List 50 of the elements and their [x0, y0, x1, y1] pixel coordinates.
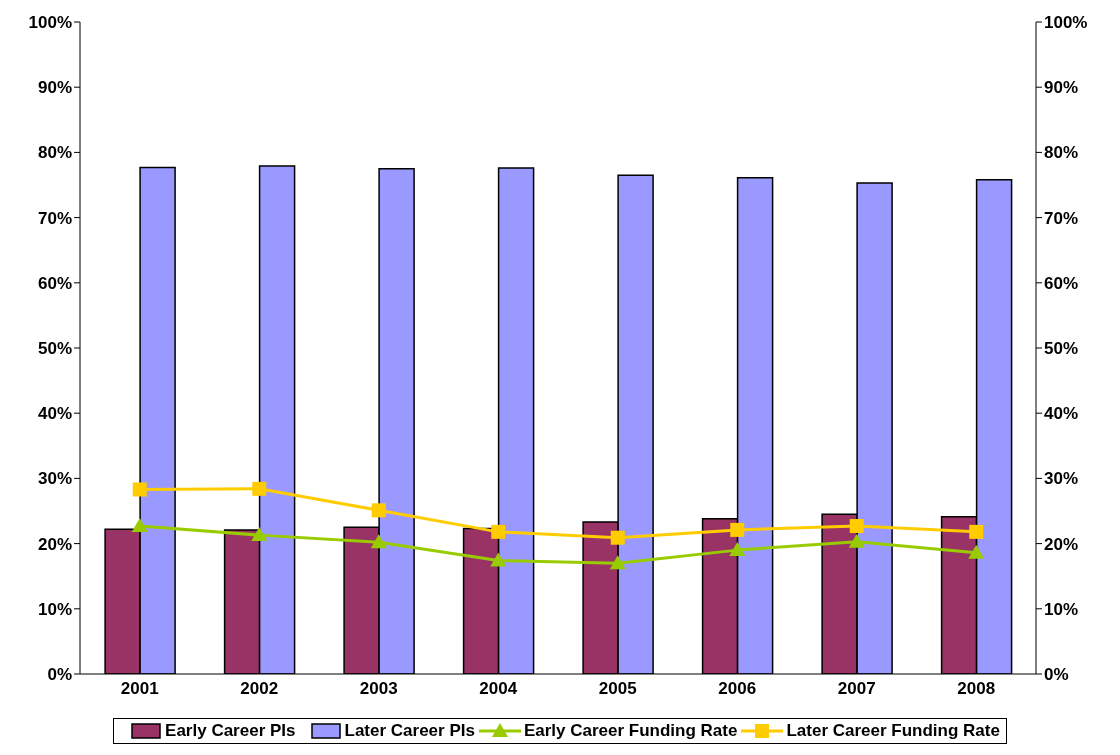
- y-tick-label: 70%: [37, 208, 72, 228]
- point: [370, 534, 387, 549]
- point: [969, 524, 984, 539]
- x-tick-label: 2003: [359, 679, 398, 699]
- y2-tick-label: 10%: [1044, 599, 1079, 619]
- y-tick-label: 100%: [28, 13, 72, 33]
- y2-tick-label: 20%: [1044, 534, 1079, 554]
- legend-label: Later Career Funding Rate: [786, 721, 1000, 741]
- x-tick-label: 2007: [837, 679, 876, 699]
- y2-tick-label: 100%: [1044, 13, 1088, 33]
- legend-label: Early Career PIs: [165, 721, 296, 741]
- legend-label: Later Career PIs: [344, 721, 475, 741]
- legend-label: Early Career Funding Rate: [523, 721, 738, 741]
- y2-tick-label: 0%: [1044, 665, 1069, 685]
- point: [848, 533, 865, 548]
- y2-tick-label: 70%: [1044, 208, 1079, 228]
- x-tick-label: 2006: [718, 679, 757, 699]
- y-tick-label: 60%: [37, 273, 72, 293]
- y-tick-label: 10%: [37, 599, 72, 619]
- point: [251, 527, 268, 542]
- y-tick-label: 20%: [37, 534, 72, 554]
- y-tick-label: 0%: [47, 665, 72, 685]
- point: [968, 544, 985, 559]
- y2-tick-label: 60%: [1044, 273, 1079, 293]
- x-tick-label: 2002: [240, 679, 279, 699]
- y-tick-label: 80%: [37, 143, 72, 163]
- x-tick-label: 2001: [120, 679, 159, 699]
- point: [729, 542, 746, 557]
- point: [371, 503, 386, 518]
- y2-tick-label: 50%: [1044, 339, 1079, 359]
- point: [132, 482, 147, 497]
- y-tick-label: 30%: [37, 469, 72, 489]
- y-tick-label: 90%: [37, 78, 72, 98]
- point: [491, 524, 506, 539]
- x-tick-label: 2008: [957, 679, 996, 699]
- point: [131, 518, 148, 532]
- y2-tick-label: 30%: [1044, 469, 1079, 489]
- point: [849, 519, 864, 533]
- point: [610, 530, 625, 545]
- point: [730, 522, 745, 537]
- y-tick-label: 40%: [37, 404, 72, 424]
- y-tick-label: 50%: [37, 339, 72, 359]
- x-tick-label: 2004: [479, 679, 518, 699]
- y2-tick-label: 80%: [1044, 143, 1079, 163]
- point: [609, 555, 626, 570]
- point: [490, 552, 507, 567]
- y2-tick-label: 40%: [1044, 404, 1079, 424]
- y2-tick-label: 90%: [1044, 78, 1079, 98]
- x-tick-label: 2005: [598, 679, 637, 699]
- point: [252, 481, 267, 496]
